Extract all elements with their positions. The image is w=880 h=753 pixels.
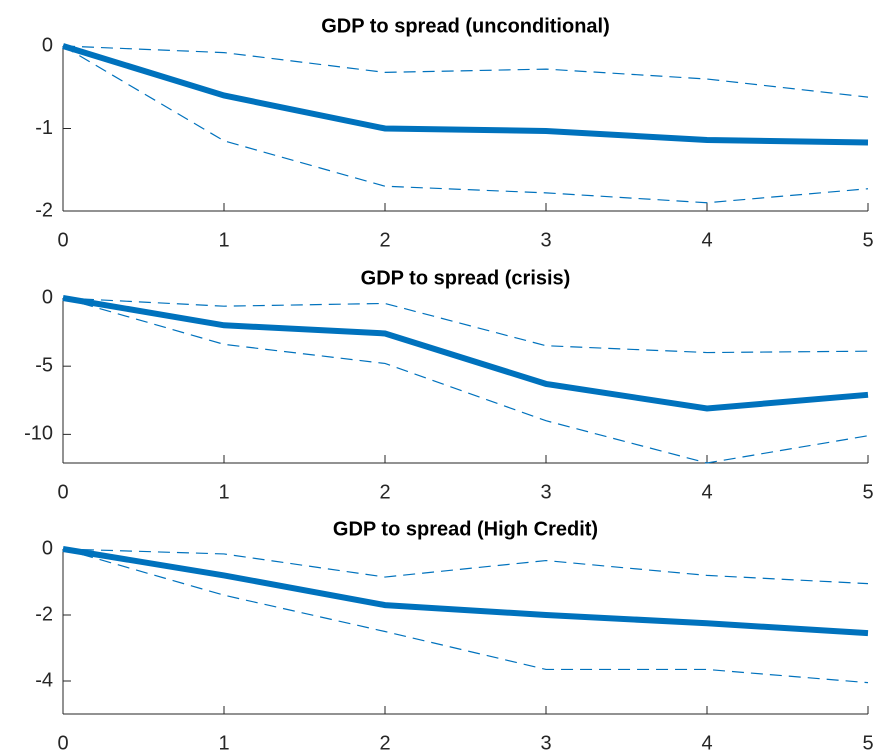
x-tick-label: 0 [57,481,68,503]
x-tick-label: 5 [862,229,873,251]
x-tick-label: 3 [540,481,551,503]
band-line [62,45,869,204]
x-tick-label: 2 [379,229,390,251]
band-line [62,45,869,98]
band-line [62,297,869,354]
x-tick-label: 3 [540,732,551,753]
x-tick-label: 0 [57,732,68,753]
x-tick-label: 1 [218,481,229,503]
x-tick-label: 0 [57,229,68,251]
y-tick-label: -10 [24,423,53,445]
y-tick-label: -4 [35,669,53,691]
x-tick-label: 1 [218,229,229,251]
x-tick-label: 4 [701,732,712,753]
line [62,295,869,412]
y-tick-label: 0 [42,537,53,559]
x-tick-label: 4 [701,481,712,503]
chart-title: GDP to spread (crisis) [361,267,571,289]
band-line [62,548,869,684]
x-tick-label: 5 [862,732,873,753]
y-tick-label: -2 [35,199,53,221]
y-tick-label: -1 [35,117,53,139]
y-tick-label: 0 [42,286,53,308]
x-tick-label: 2 [379,732,390,753]
y-tick-label: 0 [42,34,53,56]
line [62,43,869,146]
x-tick-label: 4 [701,229,712,251]
chart-title: GDP to spread (High Credit) [333,518,598,540]
x-tick-label: 2 [379,481,390,503]
x-tick-label: 5 [862,481,873,503]
chart-title: GDP to spread (unconditional) [321,15,610,37]
band-line [62,548,869,585]
x-tick-label: 1 [218,732,229,753]
band-line [62,297,869,464]
x-tick-label: 3 [540,229,551,251]
y-tick-label: -5 [35,354,53,376]
y-tick-label: -2 [35,603,53,625]
line [62,546,869,637]
